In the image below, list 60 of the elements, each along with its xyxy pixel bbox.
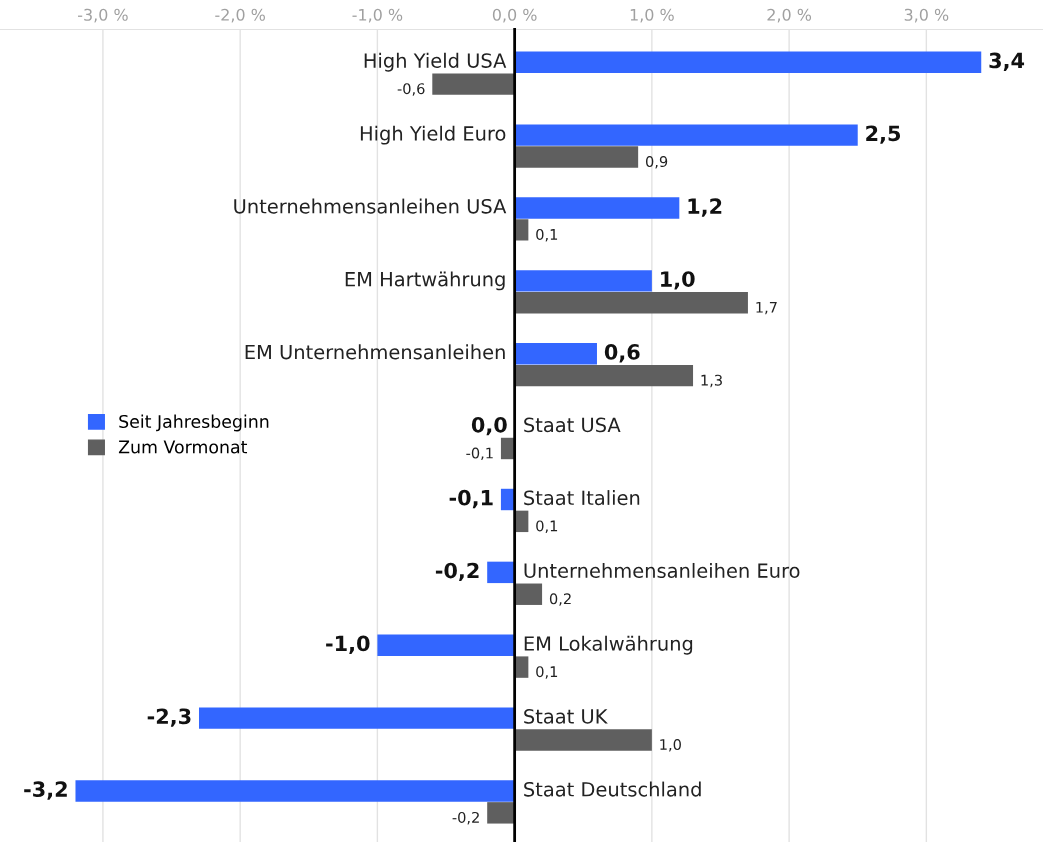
data-label: -3,2 [24, 781, 67, 800]
x-tick-label: -3,0 % [78, 8, 128, 23]
bar [198, 707, 515, 729]
bar [514, 270, 652, 292]
bar [487, 561, 515, 584]
bar [377, 634, 515, 656]
data-label: 1,3 [701, 374, 722, 388]
data-label: -0,2 [452, 811, 479, 825]
x-tick-label: 3,0 % [904, 8, 949, 23]
data-label: -1,0 [326, 635, 370, 654]
data-label: -2,3 [147, 708, 191, 727]
y-tick-label: Unternehmensanleihen Euro [524, 562, 800, 579]
x-tick-label: 0,0 % [492, 8, 537, 23]
data-label: -0,1 [449, 489, 493, 509]
y-tick-label: High Yield Euro [360, 125, 506, 145]
bar [514, 197, 680, 219]
bar [75, 780, 515, 802]
y-tick-label: Staat USA [524, 417, 621, 433]
y-tick-label: High Yield USA [364, 52, 507, 72]
bar [432, 73, 515, 95]
legend-label: Zum Vormonat [118, 440, 248, 454]
data-label: 0,9 [645, 156, 668, 169]
bar [514, 292, 748, 314]
data-label: 1,0 [661, 271, 695, 290]
bar [487, 802, 515, 824]
x-tick-label: -1,0 % [352, 8, 403, 23]
x-tick-label: 2,0 % [767, 8, 812, 23]
y-tick-label: EM Unternehmensanleihen [245, 344, 505, 360]
data-label: -0,6 [397, 83, 425, 96]
data-label: 0,1 [536, 228, 558, 242]
bar [514, 146, 639, 168]
bar [514, 51, 982, 73]
data-label: 1,0 [660, 739, 681, 752]
bar [514, 343, 597, 365]
bar [514, 729, 652, 751]
bar [514, 583, 543, 605]
x-tick-label: -2,0 % [215, 8, 265, 23]
y-tick-label: Staat Italien [524, 490, 640, 506]
y-tick-label: Staat UK [524, 709, 608, 724]
y-tick-label: Unternehmensanleihen USA [234, 198, 507, 214]
data-label: 3,4 [989, 52, 1025, 71]
data-label: 0,2 [549, 593, 571, 606]
bar [514, 124, 858, 146]
data-label: 0,6 [604, 344, 640, 363]
y-tick-label: EM Lokalwährung [524, 635, 693, 655]
bar [514, 656, 529, 678]
data-label: 0,1 [536, 520, 558, 533]
data-label: 0,1 [536, 666, 558, 679]
bar [514, 364, 694, 387]
data-label: 1,7 [756, 301, 777, 315]
legend-label: Seit Jahresbeginn [119, 414, 269, 432]
data-label: -0,1 [466, 447, 493, 461]
data-label: 1,2 [688, 198, 722, 217]
x-tick-label: 1,0 % [630, 8, 674, 23]
data-label: 0,0 [471, 416, 507, 436]
data-label: 2,5 [866, 125, 901, 144]
y-tick-label: Staat Deutschland [524, 781, 701, 797]
y-tick-label: EM Hartwährung [345, 271, 505, 291]
data-label: -0,2 [435, 562, 479, 582]
bar [514, 219, 529, 241]
